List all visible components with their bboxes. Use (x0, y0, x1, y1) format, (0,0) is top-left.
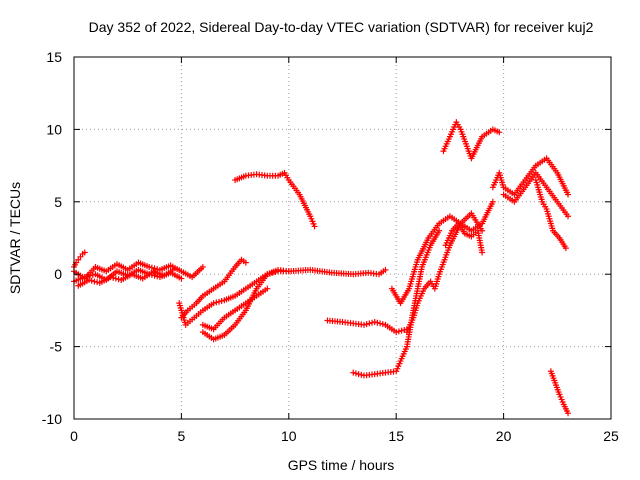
x-tick-label: 25 (603, 428, 619, 444)
data-point (81, 274, 88, 281)
data-point (479, 249, 486, 256)
y-tick-label: 0 (54, 266, 62, 282)
x-tick-label: 10 (281, 428, 297, 444)
data-point (379, 321, 386, 328)
data-point (562, 245, 569, 252)
series-arc-15 (440, 119, 503, 162)
data-point (350, 369, 357, 376)
chart-title: Day 352 of 2022, Sidereal Day-to-day VTE… (89, 19, 594, 35)
data-point (110, 274, 117, 281)
series-arc-06 (178, 256, 249, 321)
data-point (210, 300, 217, 307)
data-point (86, 276, 93, 283)
series-arc-09 (232, 169, 318, 230)
data-point (395, 328, 402, 335)
data-point (436, 227, 443, 234)
y-tick-label: -10 (42, 411, 62, 427)
data-point (215, 298, 222, 305)
series-arc-19 (547, 368, 572, 417)
data-point (352, 370, 359, 377)
x-tick-label: 20 (496, 428, 512, 444)
series-arc-08 (199, 285, 271, 333)
series-arc-13 (403, 198, 496, 336)
data-point (311, 223, 318, 230)
data-point (382, 266, 389, 273)
data-point (565, 191, 572, 198)
data-point (398, 327, 405, 334)
series-arc-12 (388, 210, 486, 307)
grid-lines (74, 57, 611, 419)
data-point (358, 371, 365, 378)
data-point (107, 274, 114, 281)
data-point (565, 213, 572, 220)
x-tick-label: 5 (178, 428, 186, 444)
x-axis-label: GPS time / hours (288, 457, 395, 473)
data-point (112, 275, 119, 282)
data-point (242, 259, 249, 266)
x-tick-labels: 0 5 10 15 20 25 (70, 428, 619, 444)
data-point (369, 319, 376, 326)
data-point (91, 278, 98, 285)
x-tick-label: 15 (388, 428, 404, 444)
data-point (496, 129, 503, 136)
data-point (363, 321, 370, 328)
axis-ticks (73, 56, 612, 420)
series-arc-14 (442, 220, 486, 256)
series-arc-02 (71, 259, 206, 282)
data-point (178, 275, 185, 282)
data-point (489, 198, 496, 205)
y-tick-label: -5 (50, 339, 63, 355)
data-point (371, 318, 378, 325)
plot-frame (73, 56, 612, 420)
data-point (171, 265, 178, 272)
data-point (393, 329, 400, 336)
data-point (565, 410, 572, 417)
data-point (146, 263, 153, 270)
series-arc-16 (489, 155, 572, 198)
y-tick-label: 5 (54, 194, 62, 210)
data-point (285, 268, 292, 275)
plot-area (71, 56, 612, 420)
data-point (366, 320, 373, 327)
y-axis-label: SDTVAR / TECUs (7, 182, 23, 294)
series-arc-10 (324, 317, 410, 336)
data-point (88, 277, 95, 284)
data-point (213, 299, 220, 306)
data-point (151, 265, 158, 272)
series-arc-17 (500, 169, 572, 220)
data-point (374, 319, 381, 326)
series-arc-04 (75, 265, 178, 289)
y-tick-label: 10 (46, 121, 62, 137)
data-point (264, 285, 271, 292)
x-tick-label: 0 (70, 428, 78, 444)
data-points (71, 119, 572, 417)
series-arc-05 (176, 266, 389, 328)
data-point (151, 272, 158, 279)
data-point (81, 249, 88, 256)
y-tick-label: 15 (46, 49, 62, 65)
data-point (355, 371, 362, 378)
data-point (199, 263, 206, 270)
y-tick-labels: -10 -5 0 5 10 15 (42, 49, 62, 427)
series-arc-11 (350, 227, 443, 379)
data-point (377, 320, 384, 327)
data-point (360, 321, 367, 328)
data-point (148, 264, 155, 271)
series-arc-18 (532, 177, 569, 252)
data-point (87, 272, 94, 279)
data-point (218, 297, 225, 304)
